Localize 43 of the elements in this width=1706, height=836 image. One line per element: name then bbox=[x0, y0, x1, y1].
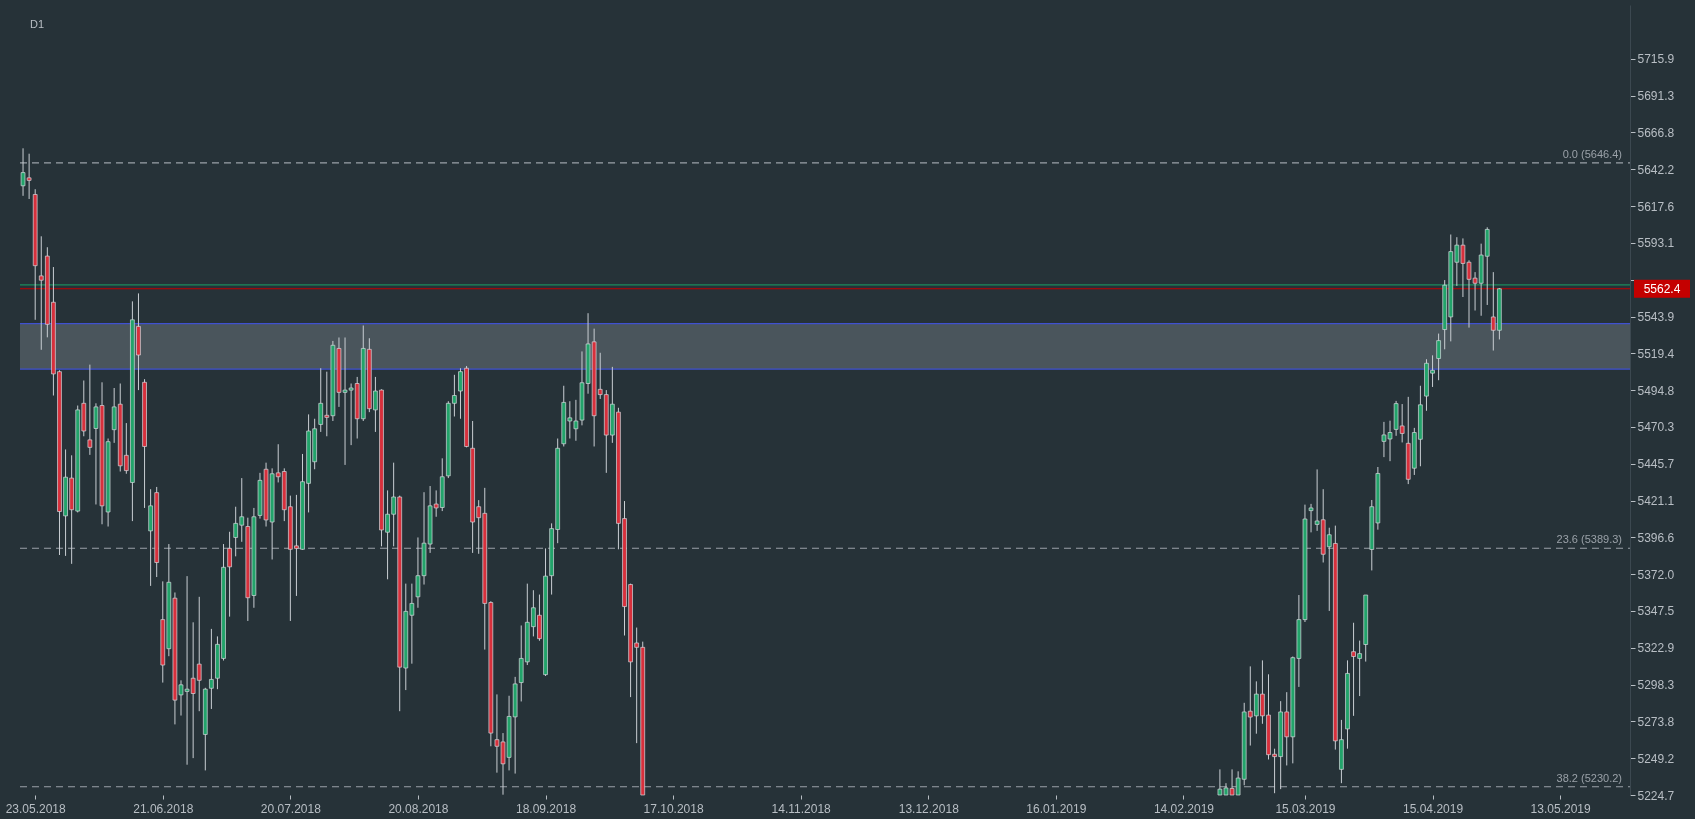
x-tick-label: 20.07.2018 bbox=[260, 801, 322, 816]
x-tick-label: 14.11.2018 bbox=[771, 801, 832, 816]
x-tick-label: 14.02.2019 bbox=[1153, 801, 1215, 816]
y-tick-label: 5642.2 bbox=[1637, 162, 1675, 177]
candlestick bbox=[1436, 333, 1441, 381]
y-tick-label: 5421.1 bbox=[1637, 494, 1675, 509]
y-tick-label: 5593.1 bbox=[1637, 236, 1675, 251]
ref-line-label: 5562.4 bbox=[1643, 281, 1681, 296]
candlestick bbox=[227, 531, 232, 618]
y-tick-label: 5519.4 bbox=[1637, 346, 1675, 361]
y-tick-label: 5691.3 bbox=[1637, 89, 1675, 104]
candlestick bbox=[1308, 503, 1314, 533]
x-tick-label: 17.10.2018 bbox=[643, 801, 704, 816]
x-tick-label: 13.12.2018 bbox=[898, 801, 960, 816]
x-tick-label: 20.08.2018 bbox=[388, 801, 449, 816]
y-tick-label: 5347.5 bbox=[1637, 604, 1675, 619]
y-tick-label: 5298.3 bbox=[1637, 678, 1675, 693]
y-tick-label: 5273.8 bbox=[1637, 714, 1675, 729]
y-tick-label: 5543.9 bbox=[1637, 310, 1675, 324]
x-tick-label: 15.03.2019 bbox=[1275, 801, 1336, 816]
ref-line-label: 38.2 (5230.2) bbox=[1556, 771, 1622, 784]
x-tick-label: 21.06.2018 bbox=[133, 801, 194, 816]
x-tick-label: 15.04.2019 bbox=[1403, 801, 1464, 816]
y-tick-label: 5666.8 bbox=[1637, 125, 1675, 140]
y-tick-label: 5322.9 bbox=[1637, 641, 1675, 656]
y-tick-label: 5715.9 bbox=[1637, 52, 1675, 67]
y-tick-label: 5494.8 bbox=[1637, 383, 1675, 398]
y-tick-label: 5224.7 bbox=[1637, 788, 1675, 803]
candlestick bbox=[87, 364, 93, 456]
annotation: D1 bbox=[30, 18, 45, 30]
y-tick-label: 5249.2 bbox=[1637, 751, 1675, 766]
x-tick-label: 18.09.2018 bbox=[516, 801, 577, 816]
y-tick-label: 5372.0 bbox=[1637, 567, 1675, 582]
y-tick-label: 5470.3 bbox=[1637, 420, 1675, 435]
x-tick-label: 16.01.2019 bbox=[1026, 801, 1087, 816]
y-tick-label: 5617.6 bbox=[1637, 199, 1675, 214]
x-tick-label: 13.05.2019 bbox=[1530, 801, 1591, 816]
ref-line-label: 0.0 (5646.4) bbox=[1562, 147, 1622, 160]
y-tick-label: 5445.7 bbox=[1637, 457, 1675, 472]
x-tick-label: 23.05.2018 bbox=[5, 801, 67, 816]
ref-line-label: 23.6 (5389.3) bbox=[1556, 533, 1622, 546]
y-tick-label: 5396.6 bbox=[1637, 530, 1675, 545]
candlestick bbox=[209, 628, 214, 710]
